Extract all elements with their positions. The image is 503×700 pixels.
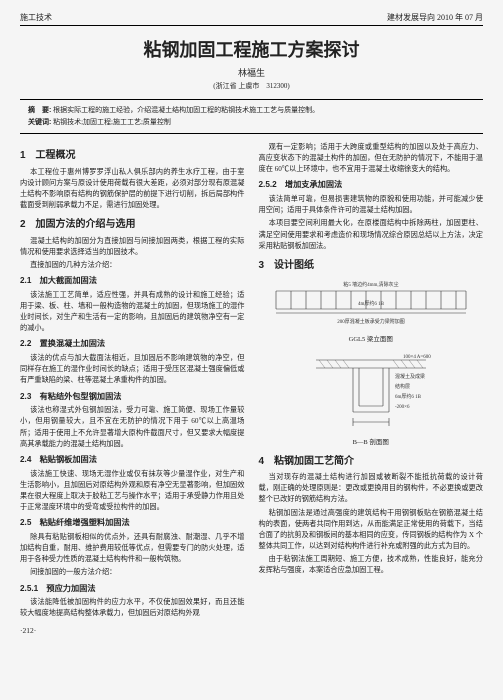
paragraph: 该法也称湿式外包钢加固法，受力可靠、施工简便、现场工作量较小，但用钢量较大，且不… xyxy=(20,405,245,450)
fig2-label-1: 100×4 A=600 xyxy=(403,355,431,360)
heading-2-3: 2.3 有粘结外包型钢加固法 xyxy=(20,391,245,404)
article-title: 粘钢加固工程施工方案探讨 xyxy=(20,36,483,62)
heading-2: 2 加固方法的介绍与选用 xyxy=(20,217,245,233)
paragraph: 该法施工快速、现场无湿作业或仅有抹灰等少量湿作业，对生产和生活影响小，且加固后对… xyxy=(20,469,245,514)
heading-2-5: 2.5 粘贴纤维增强塑料加固法 xyxy=(20,517,245,530)
paragraph: 该法的优点与加大截面法相近，且加固后不影响建筑物的净空，但同样存在施工的湿作业时… xyxy=(20,353,245,386)
heading-2-5-1: 2.5.1 预应力加固法 xyxy=(20,583,245,596)
paragraph: 间接加固的一般方法介绍： xyxy=(20,567,245,578)
keywords-line: 关键词: 粘钢技术;加固工程;施工工艺;质量控制 xyxy=(28,117,475,129)
fig1-label-mid: 4m厚约6 1B xyxy=(358,300,385,307)
heading-2-5-2: 2.5.2 增加支承加固法 xyxy=(259,179,484,192)
paragraph: 该法简单可靠，但易损害建筑物的原貌和使用功能，并可能减少使用空间；适用于具体条件… xyxy=(259,194,484,216)
keywords-text: 粘钢技术;加固工程;施工工艺;质量控制 xyxy=(53,118,171,126)
figure-1-caption: GGL5 梁立面图 xyxy=(259,335,484,345)
heading-3: 3 设计图纸 xyxy=(259,258,484,274)
fig2-label-2: 混凝土及成梁 xyxy=(395,373,425,380)
abstract-text: 根据实际工程的施工经验，介绍混凝土结构加固工程的粘钢技术施工工艺与质量控制。 xyxy=(53,106,319,114)
fig2-label-5: -200×6 xyxy=(395,405,410,410)
paragraph: 本项目要空间利用最大化，在原楼面结构中拆除两柱，加固更柱、满足空间使用要求和考虑… xyxy=(259,218,484,251)
paragraph: 观有一定影响；适用于大跨度或重型结构的加固以及处于高应力、高应变状态下的混凝土构… xyxy=(259,142,484,175)
paragraph: 由于粘钢法施工周期短、施工方便，技术成熟，性能良好，能充分发挥粘与强度，本案适合… xyxy=(259,554,484,576)
heading-2-4: 2.4 粘贴钢板加固法 xyxy=(20,454,245,467)
paragraph: 本工程位于惠州博罗罗浮山私人俱乐部内的养生水疗工程，由于室内设计顾问方案与原设计… xyxy=(20,167,245,212)
header-right: 建材发展导向 2010 年 07 月 xyxy=(387,12,483,23)
fig2-label-3: 结构层 xyxy=(395,383,410,390)
abstract-line: 摘 要: 根据实际工程的施工经验，介绍混凝土结构加固工程的粘钢技术施工工艺与质量… xyxy=(28,105,475,117)
heading-1: 1 工程概况 xyxy=(20,148,245,164)
page-number: ·212· xyxy=(20,626,483,635)
right-column: 观有一定影响；适用于大跨度或重型结构的加固以及处于高应力、高应变状态下的混凝土构… xyxy=(259,142,484,622)
figure-2-caption: B—B 剖面图 xyxy=(259,438,484,448)
keywords-label: 关键词: xyxy=(28,119,51,126)
fig1-label-bot: 200厚混凝土板承受力梁附加图 xyxy=(337,318,405,325)
figure-2: 100×4 A=600 混凝土及成梁 结构层 6m厚约6 1B -200×6 B… xyxy=(259,352,484,448)
paragraph: 该法施工工艺简单，适应性强，并具有成熟的设计和施工经验；适用于梁、板、柱、墙和一… xyxy=(20,290,245,335)
affiliation: (浙江省 上虞市 312300) xyxy=(20,81,483,91)
paragraph: 当对现存的混凝土结构进行加固或被断裂不能抵抗荷载的设计荷载，刚正确的处理原则是：… xyxy=(259,472,484,505)
author: 林福生 xyxy=(20,66,483,79)
paragraph: 直接加固的几种方法介绍： xyxy=(20,260,245,271)
header-left: 施工技术 xyxy=(20,12,52,23)
paragraph: 混凝土结构的加固分为直接加固与间接加固两类，根据工程的实际情况和使用要求选择适当… xyxy=(20,236,245,258)
paragraph: 粘钢加固法是通过高强度的建筑结构干用钢钢板贴在钢筋混凝土结构的表面，使两者共同作… xyxy=(259,508,484,553)
heading-2-1: 2.1 加大截面加固法 xyxy=(20,275,245,288)
heading-4: 4 粘钢加固工艺简介 xyxy=(259,454,484,470)
figure-1: 粘5 墙边约4mm,清除灰尘 4m厚约6 1B 200厚混凝土板承受力梁附加图 … xyxy=(259,279,484,345)
paragraph: 该法能降低被加固构件的应力水平，不仅使加固效果好，而且还能较大幅度地提高结构整体… xyxy=(20,597,245,619)
left-column: 1 工程概况 本工程位于惠州博罗罗浮山私人俱乐部内的养生水疗工程，由于室内设计顾… xyxy=(20,142,245,622)
abstract-label: 摘 要: xyxy=(28,107,51,114)
page-header: 施工技术 建材发展导向 2010 年 07 月 xyxy=(20,12,483,26)
heading-2-2: 2.2 置换混凝土加固法 xyxy=(20,338,245,351)
paragraph: 除具有粘贴钢板相似的优点外，还具有耐腐浊、耐潮湿、几乎不增加结构自重，耐用、维护… xyxy=(20,532,245,565)
fig2-label-4: 6m厚约6 1B xyxy=(395,393,422,400)
abstract-block: 摘 要: 根据实际工程的施工经验，介绍混凝土结构加固工程的粘钢技术施工工艺与质量… xyxy=(20,99,483,134)
body-columns: 1 工程概况 本工程位于惠州博罗罗浮山私人俱乐部内的养生水疗工程，由于室内设计顾… xyxy=(20,142,483,622)
fig1-label-top: 粘5 墙边约4mm,清除灰尘 xyxy=(343,281,398,288)
